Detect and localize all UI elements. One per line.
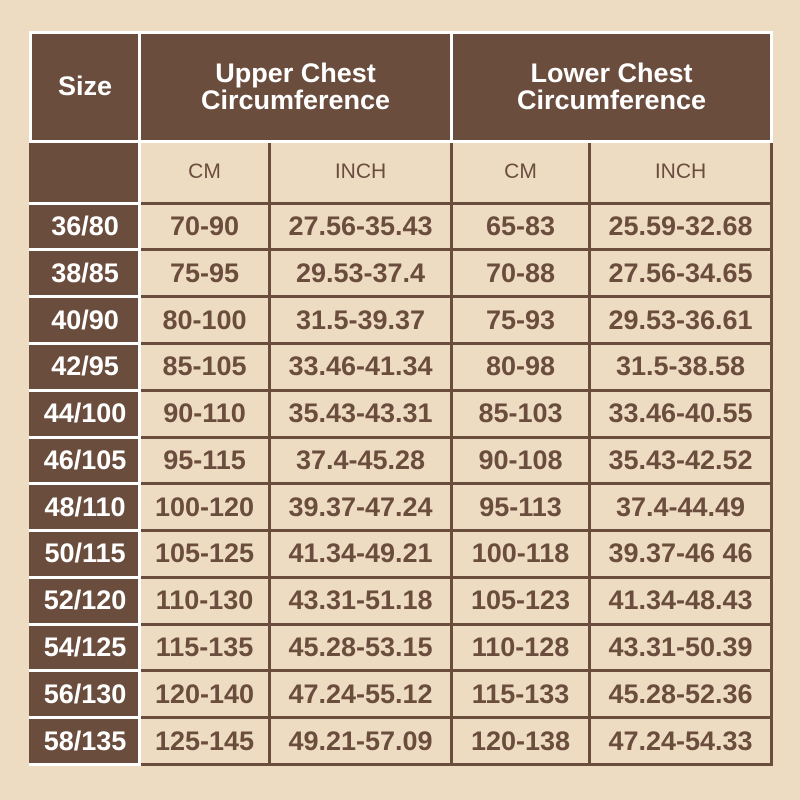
size-cell: 36/80 bbox=[29, 201, 141, 252]
upper-cm-cell: 120-140 bbox=[138, 669, 271, 720]
upper-inch-cell: 27.56-35.43 bbox=[268, 201, 453, 252]
table-row: 54/125 115-135 45.28-53.15 110-128 43.31-50.… bbox=[29, 622, 773, 673]
upper-cm-cell: 105-125 bbox=[138, 529, 271, 579]
upper-inch-cell: 31.5-39.37 bbox=[268, 295, 453, 345]
upper-cm-cell: 75-95 bbox=[138, 248, 271, 299]
upper-inch-cell: 29.53-37.4 bbox=[268, 248, 453, 299]
size-chart-table: Size Upper Chest Circumference Lower Che… bbox=[29, 31, 773, 766]
size-cell: 58/135 bbox=[29, 716, 141, 766]
table-row: 48/110 100-120 39.37-47.24 95-113 37.4-44.49 bbox=[29, 482, 773, 533]
lower-cm-cell: 105-123 bbox=[450, 575, 591, 626]
upper-inch-cell: 33.46-41.34 bbox=[268, 341, 453, 392]
lower-cm-cell: 90-108 bbox=[450, 435, 591, 486]
upper-inch-cell: 49.21-57.09 bbox=[268, 716, 453, 766]
table-row: 46/105 95-115 37.4-45.28 90-108 35.43-42.52 bbox=[29, 435, 773, 486]
lower-cm-cell: 65-83 bbox=[450, 201, 591, 252]
upper-cm-cell: 125-145 bbox=[138, 716, 271, 766]
size-header: Size bbox=[29, 31, 141, 143]
upper-cm-cell: 80-100 bbox=[138, 295, 271, 345]
lower-inch-cell: 29.53-36.61 bbox=[588, 295, 773, 345]
lower-cm-cell: 115-133 bbox=[450, 669, 591, 720]
upper-cm-cell: 70-90 bbox=[138, 201, 271, 252]
size-cell: 50/115 bbox=[29, 529, 141, 579]
lower-inch-cell: 27.56-34.65 bbox=[588, 248, 773, 299]
lower-chest-header: Lower Chest Circumference bbox=[450, 31, 773, 143]
lower-cm-cell: 120-138 bbox=[450, 716, 591, 766]
unit-header-upper-cm: CM bbox=[138, 139, 271, 205]
table-row: 56/130 120-140 47.24-55.12 115-133 45.28-52.… bbox=[29, 669, 773, 720]
blank-cell bbox=[29, 139, 141, 205]
upper-inch-cell: 47.24-55.12 bbox=[268, 669, 453, 720]
size-cell: 38/85 bbox=[29, 248, 141, 299]
lower-cm-cell: 75-93 bbox=[450, 295, 591, 345]
size-cell: 44/100 bbox=[29, 388, 141, 439]
upper-inch-cell: 43.31-51.18 bbox=[268, 575, 453, 626]
lower-cm-cell: 85-103 bbox=[450, 388, 591, 439]
lower-inch-cell: 47.24-54.33 bbox=[588, 716, 773, 766]
size-cell: 42/95 bbox=[29, 341, 141, 392]
lower-cm-cell: 95-113 bbox=[450, 482, 591, 533]
lower-cm-cell: 70-88 bbox=[450, 248, 591, 299]
upper-inch-cell: 39.37-47.24 bbox=[268, 482, 453, 533]
upper-inch-cell: 45.28-53.15 bbox=[268, 622, 453, 673]
table-row: 38/85 75-95 29.53-37.4 70-88 27.56-34.65 bbox=[29, 248, 773, 299]
unit-header-upper-inch: INCH bbox=[268, 139, 453, 205]
upper-inch-cell: 37.4-45.28 bbox=[268, 435, 453, 486]
upper-inch-cell: 41.34-49.21 bbox=[268, 529, 453, 579]
upper-cm-cell: 115-135 bbox=[138, 622, 271, 673]
lower-inch-cell: 25.59-32.68 bbox=[588, 201, 773, 252]
table-row: 36/80 70-90 27.56-35.43 65-83 25.59-32.68 bbox=[29, 201, 773, 252]
upper-cm-cell: 95-115 bbox=[138, 435, 271, 486]
lower-inch-cell: 45.28-52.36 bbox=[588, 669, 773, 720]
table-row: 50/115 105-125 41.34-49.21 100-118 39.37-46 … bbox=[29, 529, 773, 579]
lower-inch-cell: 33.46-40.55 bbox=[588, 388, 773, 439]
lower-inch-cell: 31.5-38.58 bbox=[588, 341, 773, 392]
table-row: 44/100 90-110 35.43-43.31 85-103 33.46-40.55 bbox=[29, 388, 773, 439]
upper-cm-cell: 90-110 bbox=[138, 388, 271, 439]
table-row: 40/90 80-100 31.5-39.37 75-93 29.53-36.61 bbox=[29, 295, 773, 345]
size-cell: 40/90 bbox=[29, 295, 141, 345]
size-cell: 46/105 bbox=[29, 435, 141, 486]
lower-cm-cell: 100-118 bbox=[450, 529, 591, 579]
unit-header-lower-cm: CM bbox=[450, 139, 591, 205]
table-row: 58/135 125-145 49.21-57.09 120-138 47.24-54.… bbox=[29, 716, 773, 766]
table-row: 42/95 85-105 33.46-41.34 80-98 31.5-38.58 bbox=[29, 341, 773, 392]
lower-inch-cell: 37.4-44.49 bbox=[588, 482, 773, 533]
lower-inch-cell: 41.34-48.43 bbox=[588, 575, 773, 626]
size-cell: 52/120 bbox=[29, 575, 141, 626]
unit-header-lower-inch: INCH bbox=[588, 139, 773, 205]
size-cell: 48/110 bbox=[29, 482, 141, 533]
upper-cm-cell: 85-105 bbox=[138, 341, 271, 392]
size-cell: 56/130 bbox=[29, 669, 141, 720]
upper-cm-cell: 110-130 bbox=[138, 575, 271, 626]
lower-inch-cell: 43.31-50.39 bbox=[588, 622, 773, 673]
size-cell: 54/125 bbox=[29, 622, 141, 673]
table-row: 52/120 110-130 43.31-51.18 105-123 41.34-48.… bbox=[29, 575, 773, 626]
lower-cm-cell: 80-98 bbox=[450, 341, 591, 392]
upper-chest-header: Upper Chest Circumference bbox=[138, 31, 453, 143]
lower-inch-cell: 35.43-42.52 bbox=[588, 435, 773, 486]
upper-cm-cell: 100-120 bbox=[138, 482, 271, 533]
lower-inch-cell: 39.37-46 46 bbox=[588, 529, 773, 579]
lower-cm-cell: 110-128 bbox=[450, 622, 591, 673]
upper-inch-cell: 35.43-43.31 bbox=[268, 388, 453, 439]
